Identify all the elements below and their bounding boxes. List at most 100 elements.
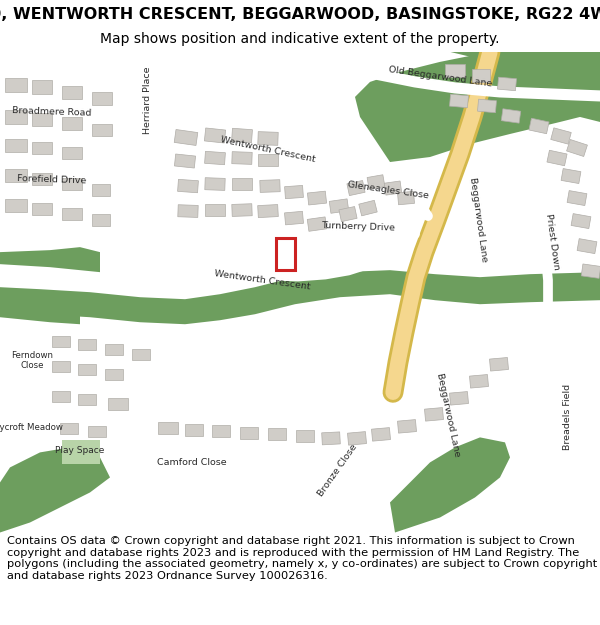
Text: Beggarwood Lane: Beggarwood Lane bbox=[467, 177, 488, 263]
Bar bbox=[371, 428, 391, 441]
Bar bbox=[205, 151, 226, 165]
Bar bbox=[307, 191, 326, 205]
Text: Old Beggarwood Lane: Old Beggarwood Lane bbox=[388, 65, 493, 89]
Text: Map shows position and indicative extent of the property.: Map shows position and indicative extent… bbox=[100, 32, 500, 46]
Bar bbox=[232, 178, 252, 190]
Bar bbox=[566, 139, 587, 156]
Bar bbox=[547, 150, 567, 166]
Text: Broadmere Road: Broadmere Road bbox=[12, 106, 92, 118]
Text: Contains OS data © Crown copyright and database right 2021. This information is : Contains OS data © Crown copyright and d… bbox=[7, 536, 598, 581]
Polygon shape bbox=[390, 438, 510, 532]
Bar bbox=[561, 169, 581, 184]
Bar bbox=[232, 152, 252, 164]
Text: Wentworth Crescent: Wentworth Crescent bbox=[214, 269, 311, 291]
Bar bbox=[567, 191, 587, 206]
Text: 10, WENTWORTH CRESCENT, BEGGARWOOD, BASINGSTOKE, RG22 4WX: 10, WENTWORTH CRESCENT, BEGGARWOOD, BASI… bbox=[0, 7, 600, 22]
Bar bbox=[5, 110, 27, 124]
Bar bbox=[92, 214, 110, 226]
Bar bbox=[132, 349, 150, 360]
Bar bbox=[307, 217, 327, 231]
Text: Wentworth Crescent: Wentworth Crescent bbox=[220, 136, 316, 164]
Bar bbox=[470, 374, 488, 388]
Bar bbox=[296, 431, 314, 442]
Bar bbox=[284, 186, 304, 199]
Polygon shape bbox=[450, 52, 600, 84]
Bar bbox=[32, 173, 52, 185]
Text: Camford Close: Camford Close bbox=[157, 458, 227, 467]
Bar bbox=[32, 142, 52, 154]
Bar bbox=[105, 369, 123, 380]
Bar bbox=[105, 344, 123, 355]
Bar bbox=[205, 177, 225, 191]
Text: Rycroft Meadow: Rycroft Meadow bbox=[0, 423, 62, 432]
Bar bbox=[88, 426, 106, 438]
Bar bbox=[185, 424, 203, 436]
Bar bbox=[178, 205, 198, 217]
Bar bbox=[260, 180, 280, 192]
Bar bbox=[62, 147, 82, 159]
Bar bbox=[571, 214, 591, 229]
Polygon shape bbox=[0, 270, 600, 324]
Bar bbox=[62, 117, 82, 130]
Bar bbox=[174, 129, 198, 146]
Bar bbox=[158, 422, 178, 434]
Bar bbox=[52, 391, 70, 402]
Bar bbox=[5, 78, 27, 92]
Bar bbox=[398, 191, 415, 205]
Bar bbox=[577, 239, 597, 254]
Bar bbox=[490, 357, 508, 371]
Bar bbox=[78, 339, 96, 350]
Bar bbox=[268, 428, 286, 441]
Bar bbox=[258, 154, 278, 166]
Bar bbox=[240, 428, 258, 439]
Text: Herriard Place: Herriard Place bbox=[143, 66, 152, 134]
Bar bbox=[32, 113, 52, 126]
Bar bbox=[92, 124, 112, 136]
Bar bbox=[398, 419, 416, 433]
Bar bbox=[497, 77, 517, 91]
Bar bbox=[478, 99, 496, 112]
Bar bbox=[276, 238, 295, 270]
Bar bbox=[529, 118, 549, 134]
Bar bbox=[178, 179, 199, 192]
Bar bbox=[205, 204, 225, 216]
Text: Forefield Drive: Forefield Drive bbox=[17, 174, 87, 186]
Bar bbox=[347, 432, 367, 445]
Polygon shape bbox=[0, 294, 80, 324]
Bar bbox=[92, 184, 110, 196]
Bar bbox=[205, 128, 226, 143]
Bar bbox=[449, 94, 469, 108]
Bar bbox=[5, 199, 27, 212]
Text: Play Space: Play Space bbox=[55, 446, 104, 455]
Bar bbox=[5, 139, 27, 152]
Bar bbox=[62, 178, 82, 190]
Polygon shape bbox=[460, 77, 600, 122]
Bar bbox=[52, 336, 70, 348]
Bar bbox=[339, 206, 357, 222]
Text: Priest Down: Priest Down bbox=[544, 214, 560, 271]
Bar bbox=[329, 199, 349, 213]
Bar bbox=[472, 69, 490, 82]
Text: Gleneagles Close: Gleneagles Close bbox=[347, 180, 429, 200]
Polygon shape bbox=[0, 247, 100, 272]
Text: Bronze Close: Bronze Close bbox=[317, 442, 359, 498]
Bar bbox=[449, 391, 469, 405]
Bar bbox=[258, 132, 278, 146]
Text: Breadels Field: Breadels Field bbox=[563, 384, 572, 451]
Bar bbox=[384, 181, 402, 195]
Bar bbox=[347, 181, 365, 196]
Bar bbox=[367, 175, 385, 189]
Bar bbox=[175, 154, 196, 168]
Bar bbox=[359, 200, 377, 216]
Bar bbox=[78, 394, 96, 406]
Bar bbox=[322, 432, 340, 445]
Bar bbox=[60, 423, 78, 434]
Bar bbox=[212, 426, 230, 438]
Bar bbox=[52, 361, 70, 372]
Bar bbox=[501, 109, 521, 123]
Polygon shape bbox=[62, 441, 100, 464]
Bar bbox=[62, 208, 82, 220]
Bar bbox=[445, 64, 465, 77]
Text: Turnberry Drive: Turnberry Drive bbox=[321, 221, 395, 233]
Text: Ferndown
Close: Ferndown Close bbox=[11, 351, 53, 370]
